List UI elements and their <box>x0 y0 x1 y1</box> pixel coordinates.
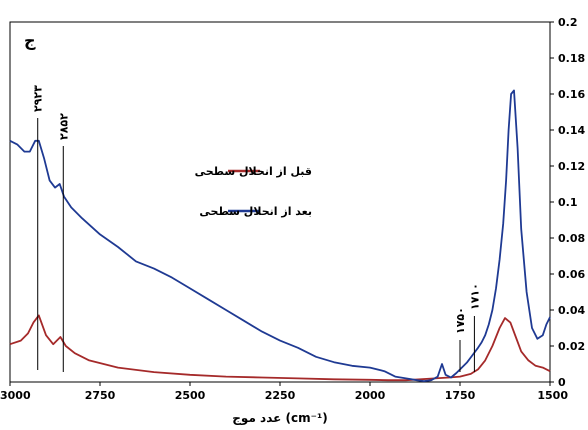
y-tick-label: 0.04 <box>558 304 585 317</box>
x-tick-label: 2750 <box>85 389 116 402</box>
x-axis-label: عدد موج (cm⁻¹) <box>232 411 327 426</box>
y-tick-label: 0.1 <box>558 196 578 209</box>
x-tick-label: 1500 <box>537 389 568 402</box>
y-axis-ticks: 0 0.02 0.04 0.06 0.08 0.1 0.12 0.14 0.16 0.18 0.2 <box>550 16 585 389</box>
y-tick-label: 0.16 <box>558 88 585 101</box>
annotation-label: ۲۹۲۳ <box>32 85 45 112</box>
x-tick-label: 2500 <box>175 389 206 402</box>
panel-label: ج <box>24 31 36 50</box>
annotation-label: ۲۸۵۲ <box>57 113 70 140</box>
annotation-label: ۱۷۱۰ <box>468 283 481 310</box>
series-group <box>9 89 551 382</box>
x-tick-label: 2250 <box>265 389 296 402</box>
annotation-label: ۱۷۵۰ <box>454 307 467 334</box>
y-tick-label: 0.2 <box>558 16 578 29</box>
x-axis-ticks: 3000 2750 2500 2250 2000 1750 1500 <box>0 382 568 402</box>
y-tick-label: 0.08 <box>558 232 585 245</box>
y-tick-label: 0.02 <box>558 340 585 353</box>
series-line-1 <box>9 89 551 382</box>
y-tick-label: 0.06 <box>558 268 585 281</box>
y-tick-label: 0 <box>558 376 566 389</box>
x-tick-label: 3000 <box>0 389 31 402</box>
legend: قبل از انحلال سطحی بعد از انحلال سطحی <box>195 165 312 218</box>
x-tick-label: 1750 <box>445 389 476 402</box>
legend-label-before: قبل از انحلال سطحی <box>195 165 312 178</box>
y-tick-label: 0.12 <box>558 160 585 173</box>
x-tick-label: 2000 <box>355 389 386 402</box>
y-tick-label: 0.18 <box>558 52 585 65</box>
y-tick-label: 0.14 <box>558 124 585 137</box>
series-line-0 <box>9 314 551 382</box>
legend-label-after: بعد از انحلال سطحی <box>199 205 312 218</box>
